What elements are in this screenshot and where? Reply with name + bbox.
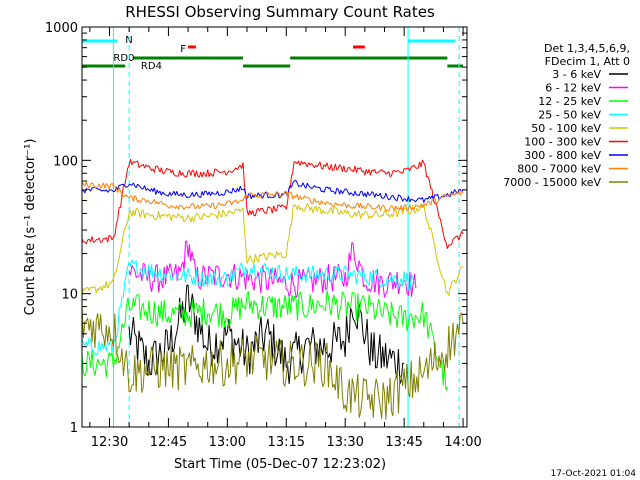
- y-axis-label: Count Rate (s⁻¹ detector⁻¹): [23, 139, 38, 316]
- time-markers: [112, 27, 460, 427]
- chart-title: RHESSI Observing Summary Count Rates: [125, 3, 435, 21]
- series-line-8: [81, 305, 464, 420]
- legend-entry-label: 50 - 100 keV: [531, 122, 601, 135]
- legend-header-line: Det 1,3,4,5,6,9,: [544, 42, 630, 55]
- flag-label-f: F: [180, 44, 186, 55]
- series-line-7: [81, 181, 464, 212]
- series-line-1: [128, 240, 417, 298]
- plot-frame: [81, 26, 468, 428]
- series-line-2: [81, 290, 448, 391]
- flag-label-rd4: RD4: [141, 61, 162, 72]
- legend-entry-label: 12 - 25 keV: [538, 95, 601, 108]
- series-lines: [81, 158, 464, 420]
- footer-timestamp: 17-Oct-2021 01:04: [551, 469, 637, 479]
- series-line-6: [81, 179, 464, 203]
- x-tick-label: 12:30: [91, 435, 128, 450]
- flag-bars: NFRD0RD4: [82, 35, 464, 72]
- legend-header-line: FDecim 1, Att 0: [545, 55, 630, 68]
- x-tick-label: 13:15: [268, 435, 305, 450]
- flag-label-rd0: RD0: [113, 53, 134, 64]
- legend-entry-label: 3 - 6 keV: [552, 68, 601, 81]
- legend-entry-label: 7000 - 15000 keV: [503, 176, 601, 189]
- legend-entry-label: 800 - 7000 keV: [517, 163, 601, 176]
- x-tick-label: 13:30: [326, 435, 363, 450]
- x-tick-label: 14:00: [444, 435, 481, 450]
- legend-entry-label: 100 - 300 keV: [524, 136, 601, 149]
- axes: 1 10 100 1000 12:30 12:45 13:00 13:15 13:30 13:45…: [45, 21, 482, 450]
- legend-entry-label: 25 - 50 keV: [538, 109, 601, 122]
- y-tick-label: 10: [61, 288, 78, 303]
- y-tick-label: 1000: [45, 21, 78, 36]
- x-tick-label: 13:00: [209, 435, 246, 450]
- x-axis-label: Start Time (05-Dec-07 12:23:02): [174, 457, 386, 472]
- legend-entry-label: 300 - 800 keV: [524, 149, 601, 162]
- y-tick-label: 1: [70, 421, 78, 436]
- legend-entry-label: 6 - 12 keV: [545, 82, 601, 95]
- y-tick-label: 100: [53, 154, 78, 169]
- series-line-3: [81, 259, 417, 356]
- series-line-0: [128, 284, 405, 385]
- legend: Det 1,3,4,5,6,9,FDecim 1, Att 03 - 6 keV…: [503, 42, 630, 189]
- x-tick-label: 12:45: [150, 435, 187, 450]
- series-line-5: [81, 158, 464, 249]
- x-tick-label: 13:45: [385, 435, 422, 450]
